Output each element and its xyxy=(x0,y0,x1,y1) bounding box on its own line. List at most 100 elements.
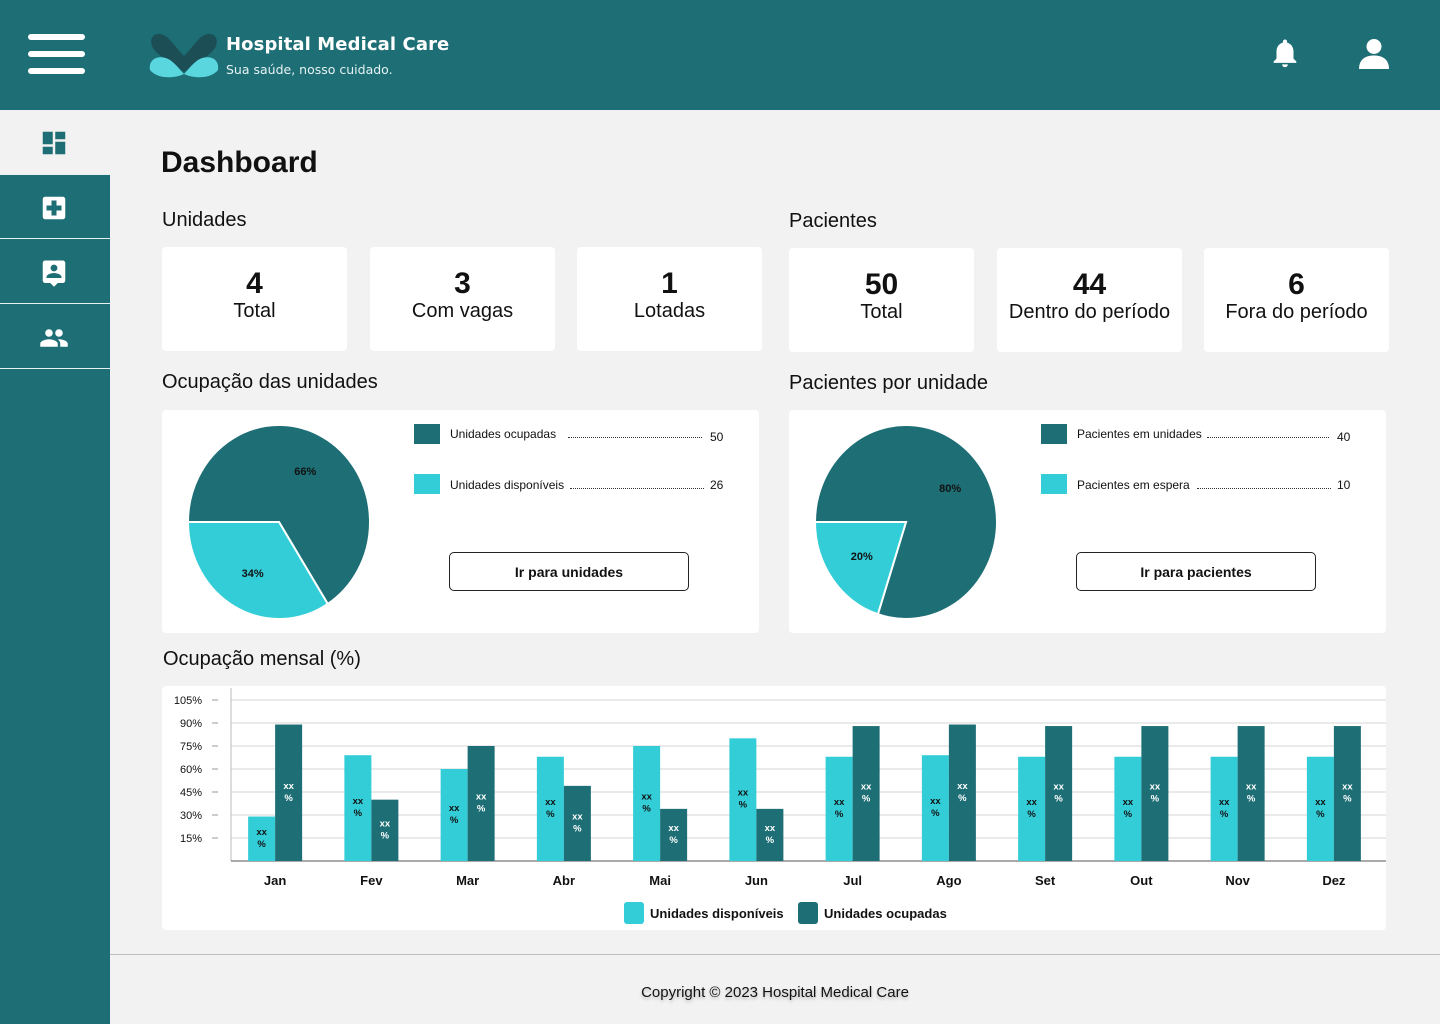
bar-data-label: xx xyxy=(353,796,364,807)
bar-data-label: xx xyxy=(641,792,652,803)
bar-data-label: % xyxy=(1054,794,1063,805)
sidebar-item-dashboard[interactable] xyxy=(0,110,110,175)
bar-data-label: % xyxy=(284,793,293,804)
bar-occupied-jun xyxy=(756,808,784,861)
y-tick-label: 60% xyxy=(180,764,202,776)
x-tick-label: Nov xyxy=(1225,873,1250,888)
hamburger-icon[interactable] xyxy=(28,34,86,74)
bar-data-label: % xyxy=(354,808,363,819)
bar-data-label: xx xyxy=(1219,797,1230,808)
bar-occupied-mai xyxy=(660,808,688,861)
x-tick-label: Ago xyxy=(936,873,961,888)
units-pie-slice-label-0: 66% xyxy=(294,466,316,478)
bar-data-label: xx xyxy=(1246,782,1257,793)
legend-leader xyxy=(570,488,704,489)
patient-card-icon xyxy=(42,260,66,287)
stat-label: Com vagas xyxy=(411,300,514,322)
bell-icon[interactable] xyxy=(1268,36,1302,70)
legend-value: 40 xyxy=(1337,430,1351,444)
bar-occupied-set xyxy=(1045,726,1073,861)
dashboard-icon xyxy=(42,131,66,155)
y-tick-label: 45% xyxy=(180,787,202,799)
sidebar-item-patients[interactable] xyxy=(0,240,110,304)
x-tick-label: Mar xyxy=(456,873,479,888)
stat-label: Total xyxy=(233,300,276,322)
x-tick-label: Jan xyxy=(264,873,286,888)
bar-data-label: xx xyxy=(930,796,941,807)
legend-swatch-waiting xyxy=(1041,474,1067,494)
sidebar-item-people[interactable] xyxy=(0,305,110,369)
x-tick-label: Out xyxy=(1130,873,1153,888)
bar-data-label: % xyxy=(739,800,748,811)
bar-data-label: xx xyxy=(765,823,776,834)
page-title: Dashboard xyxy=(161,146,318,179)
x-tick-label: Fev xyxy=(360,873,383,888)
y-tick-label: 15% xyxy=(180,833,202,845)
patients-per-unit-panel: 80% 20% Pacientes em unidades 40 Paciente… xyxy=(789,410,1386,633)
bar-data-label: xx xyxy=(957,781,968,792)
bar-data-label: % xyxy=(1247,794,1256,805)
stat-label: Lotadas xyxy=(633,300,706,322)
bar-data-label: xx xyxy=(1026,797,1037,808)
x-tick-label: Jul xyxy=(843,873,862,888)
stat-label: Total xyxy=(860,301,903,323)
brand-tagline: Sua saúde, nosso cuidado. xyxy=(226,62,393,77)
bar-data-label: % xyxy=(1151,794,1160,805)
bar-data-label: xx xyxy=(476,792,487,803)
bar-data-label: xx xyxy=(545,797,556,808)
legend-value: 50 xyxy=(710,430,724,444)
user-icon[interactable] xyxy=(1356,36,1392,72)
bar-available-fev xyxy=(344,755,372,861)
bar-data-label: xx xyxy=(1123,797,1134,808)
top-bar: Hospital Medical Care Sua saúde, nosso c… xyxy=(0,0,1440,110)
y-tick-label: 30% xyxy=(180,810,202,822)
footer-copyright: Copyright © 2023 Hospital Medical Care xyxy=(641,984,909,1001)
bar-available-nov xyxy=(1210,756,1238,861)
bar-occupied-abr xyxy=(563,785,591,861)
go-to-patients-button[interactable]: Ir para pacientes xyxy=(1076,552,1316,591)
bar-available-dez xyxy=(1306,756,1334,861)
bar-data-label: % xyxy=(766,835,775,846)
bar-available-jan xyxy=(248,816,276,861)
units-pie-slice-label-1: 34% xyxy=(242,568,264,580)
brand-name: Hospital Medical Care xyxy=(226,34,450,55)
bar-available-abr xyxy=(536,756,564,861)
bar-data-label: xx xyxy=(380,818,391,829)
bar-occupied-ago xyxy=(948,724,976,861)
x-tick-label: Set xyxy=(1035,873,1056,888)
stat-label: Fora do período xyxy=(1225,301,1368,323)
bar-data-label: xx xyxy=(256,827,267,838)
patients-pie-slice-1 xyxy=(814,521,908,616)
bar-data-label: % xyxy=(642,804,651,815)
heart-hands-logo xyxy=(149,33,219,78)
bar-occupied-dez xyxy=(1333,726,1361,861)
legend-swatch-0 xyxy=(624,902,644,924)
footer-divider xyxy=(110,954,1440,955)
sidebar-item-units[interactable] xyxy=(0,175,110,239)
bar-data-label: % xyxy=(257,839,266,850)
bar-data-label: xx xyxy=(449,803,460,814)
legend-label: Unidades disponíveis xyxy=(450,478,565,492)
legend-swatch-occupied xyxy=(414,424,440,444)
hospital-cross-icon xyxy=(42,196,66,220)
bar-data-label: % xyxy=(381,830,390,841)
bar-available-out xyxy=(1114,756,1142,861)
bar-data-label: xx xyxy=(668,823,679,834)
bar-data-label: xx xyxy=(572,811,583,822)
sidebar xyxy=(0,110,110,1024)
go-to-units-button[interactable]: Ir para unidades xyxy=(449,552,689,591)
bar-occupied-mar xyxy=(467,746,495,861)
bar-data-label: xx xyxy=(283,781,294,792)
legend-label: Unidades disponíveis xyxy=(650,906,784,921)
unit-occupancy-pie: 66% 34% xyxy=(187,424,371,620)
bar-data-label: % xyxy=(1316,809,1325,820)
bar-data-label: % xyxy=(477,804,486,815)
monthly-occupancy-chart: 15%30%45%60%75%90%105%xx%xx%Janxx%xx%Fev… xyxy=(174,688,1386,924)
units-section-label: Unidades xyxy=(162,209,247,231)
patients-per-unit-pie: 80% 20% xyxy=(814,424,998,620)
patients-pie-slice-label-1: 20% xyxy=(851,551,873,563)
bar-data-label: % xyxy=(835,809,844,820)
bar-data-label: % xyxy=(931,808,940,819)
legend-label: Pacientes em espera xyxy=(1077,478,1190,492)
stat-card-units-available: 3 Com vagas xyxy=(370,247,555,351)
